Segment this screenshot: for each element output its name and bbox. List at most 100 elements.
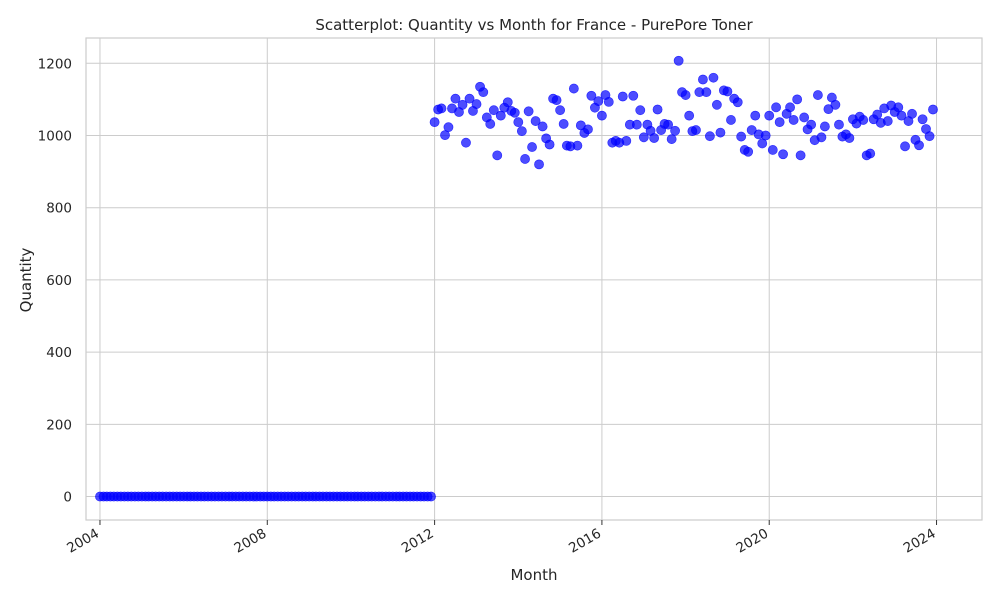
data-point (534, 159, 544, 170)
data-point (771, 102, 781, 113)
x-tick-label: 2024 (901, 526, 939, 557)
data-point (788, 115, 799, 125)
x-axis-ticks: 2004 2008 2012 2016 2020 2024 (64, 520, 939, 557)
data-point (711, 99, 722, 110)
y-tick-label: 400 (46, 345, 72, 361)
data-point (649, 133, 660, 143)
data-point (652, 104, 663, 115)
data-point (691, 125, 701, 135)
data-point (516, 126, 527, 137)
data-point (666, 134, 677, 144)
data-point (603, 97, 614, 107)
data-point (726, 115, 736, 125)
data-point (701, 87, 712, 98)
data-point (509, 107, 520, 118)
data-point (865, 148, 876, 159)
y-tick-label: 800 (46, 201, 72, 217)
x-tick-label: 2004 (64, 526, 102, 557)
data-point (568, 83, 579, 94)
data-point (638, 132, 649, 143)
data-point (900, 141, 910, 152)
data-point (555, 105, 566, 116)
data-point (698, 74, 708, 85)
data-point (443, 122, 454, 133)
data-point (464, 93, 475, 104)
data-point (478, 87, 489, 98)
chart-title: Scatterplot: Quantity vs Month for Franc… (315, 16, 753, 34)
data-point (823, 104, 834, 115)
data-point (520, 154, 530, 164)
data-point (872, 109, 883, 120)
data-point (792, 94, 803, 105)
data-point (844, 133, 855, 143)
data-point (715, 127, 726, 138)
data-point (760, 130, 771, 141)
data-point (429, 117, 440, 128)
data-point (812, 90, 823, 100)
y-gridlines (86, 62, 982, 498)
data-point (806, 119, 817, 130)
data-point (572, 140, 583, 151)
data-point (586, 90, 597, 101)
data-point (492, 150, 503, 161)
data-point (558, 119, 569, 129)
data-points (95, 55, 938, 502)
data-point (799, 112, 810, 123)
y-tick-label: 1000 (38, 128, 72, 144)
data-point (928, 104, 938, 115)
data-point (795, 150, 806, 161)
data-point (834, 119, 844, 130)
data-point (583, 124, 593, 135)
data-point (764, 110, 775, 121)
y-tick-label: 1200 (38, 56, 72, 72)
data-point (544, 139, 555, 150)
data-point (537, 121, 548, 132)
data-point (684, 110, 695, 121)
data-point (767, 145, 778, 155)
data-point (670, 125, 680, 136)
data-point (621, 135, 632, 146)
x-axis-label: Month (510, 566, 557, 584)
data-point (778, 149, 788, 160)
data-point (743, 146, 754, 157)
x-tick-label: 2020 (733, 526, 771, 557)
data-point (830, 99, 841, 110)
data-point (461, 137, 471, 148)
data-point (488, 105, 499, 116)
y-tick-label: 0 (63, 490, 72, 506)
data-point (924, 131, 935, 142)
data-point (617, 91, 628, 102)
data-point (485, 119, 496, 129)
data-point (457, 99, 468, 110)
data-point (705, 131, 715, 142)
data-point (774, 117, 785, 128)
data-point (673, 55, 684, 66)
data-point (502, 97, 513, 108)
data-point (527, 142, 537, 152)
data-point (819, 121, 830, 132)
data-point (914, 140, 924, 151)
data-point (436, 103, 447, 114)
data-point (746, 125, 757, 135)
y-tick-label: 600 (46, 273, 72, 289)
data-point (896, 110, 907, 121)
x-tick-label: 2012 (399, 526, 437, 557)
data-point (736, 131, 747, 142)
data-point (917, 114, 928, 125)
data-point (593, 96, 604, 107)
data-point (513, 117, 524, 128)
data-point (628, 90, 639, 101)
x-tick-label: 2016 (566, 526, 604, 557)
data-point (708, 72, 719, 83)
data-point (523, 106, 534, 117)
data-point (893, 102, 904, 113)
y-axis-ticks: 0 200 400 600 800 1000 1200 (38, 56, 72, 505)
x-tick-label: 2008 (232, 526, 270, 557)
data-point (785, 102, 795, 113)
data-point (663, 119, 674, 130)
data-point (450, 93, 461, 104)
data-point (732, 97, 743, 108)
y-axis-label: Quantity (17, 247, 35, 312)
